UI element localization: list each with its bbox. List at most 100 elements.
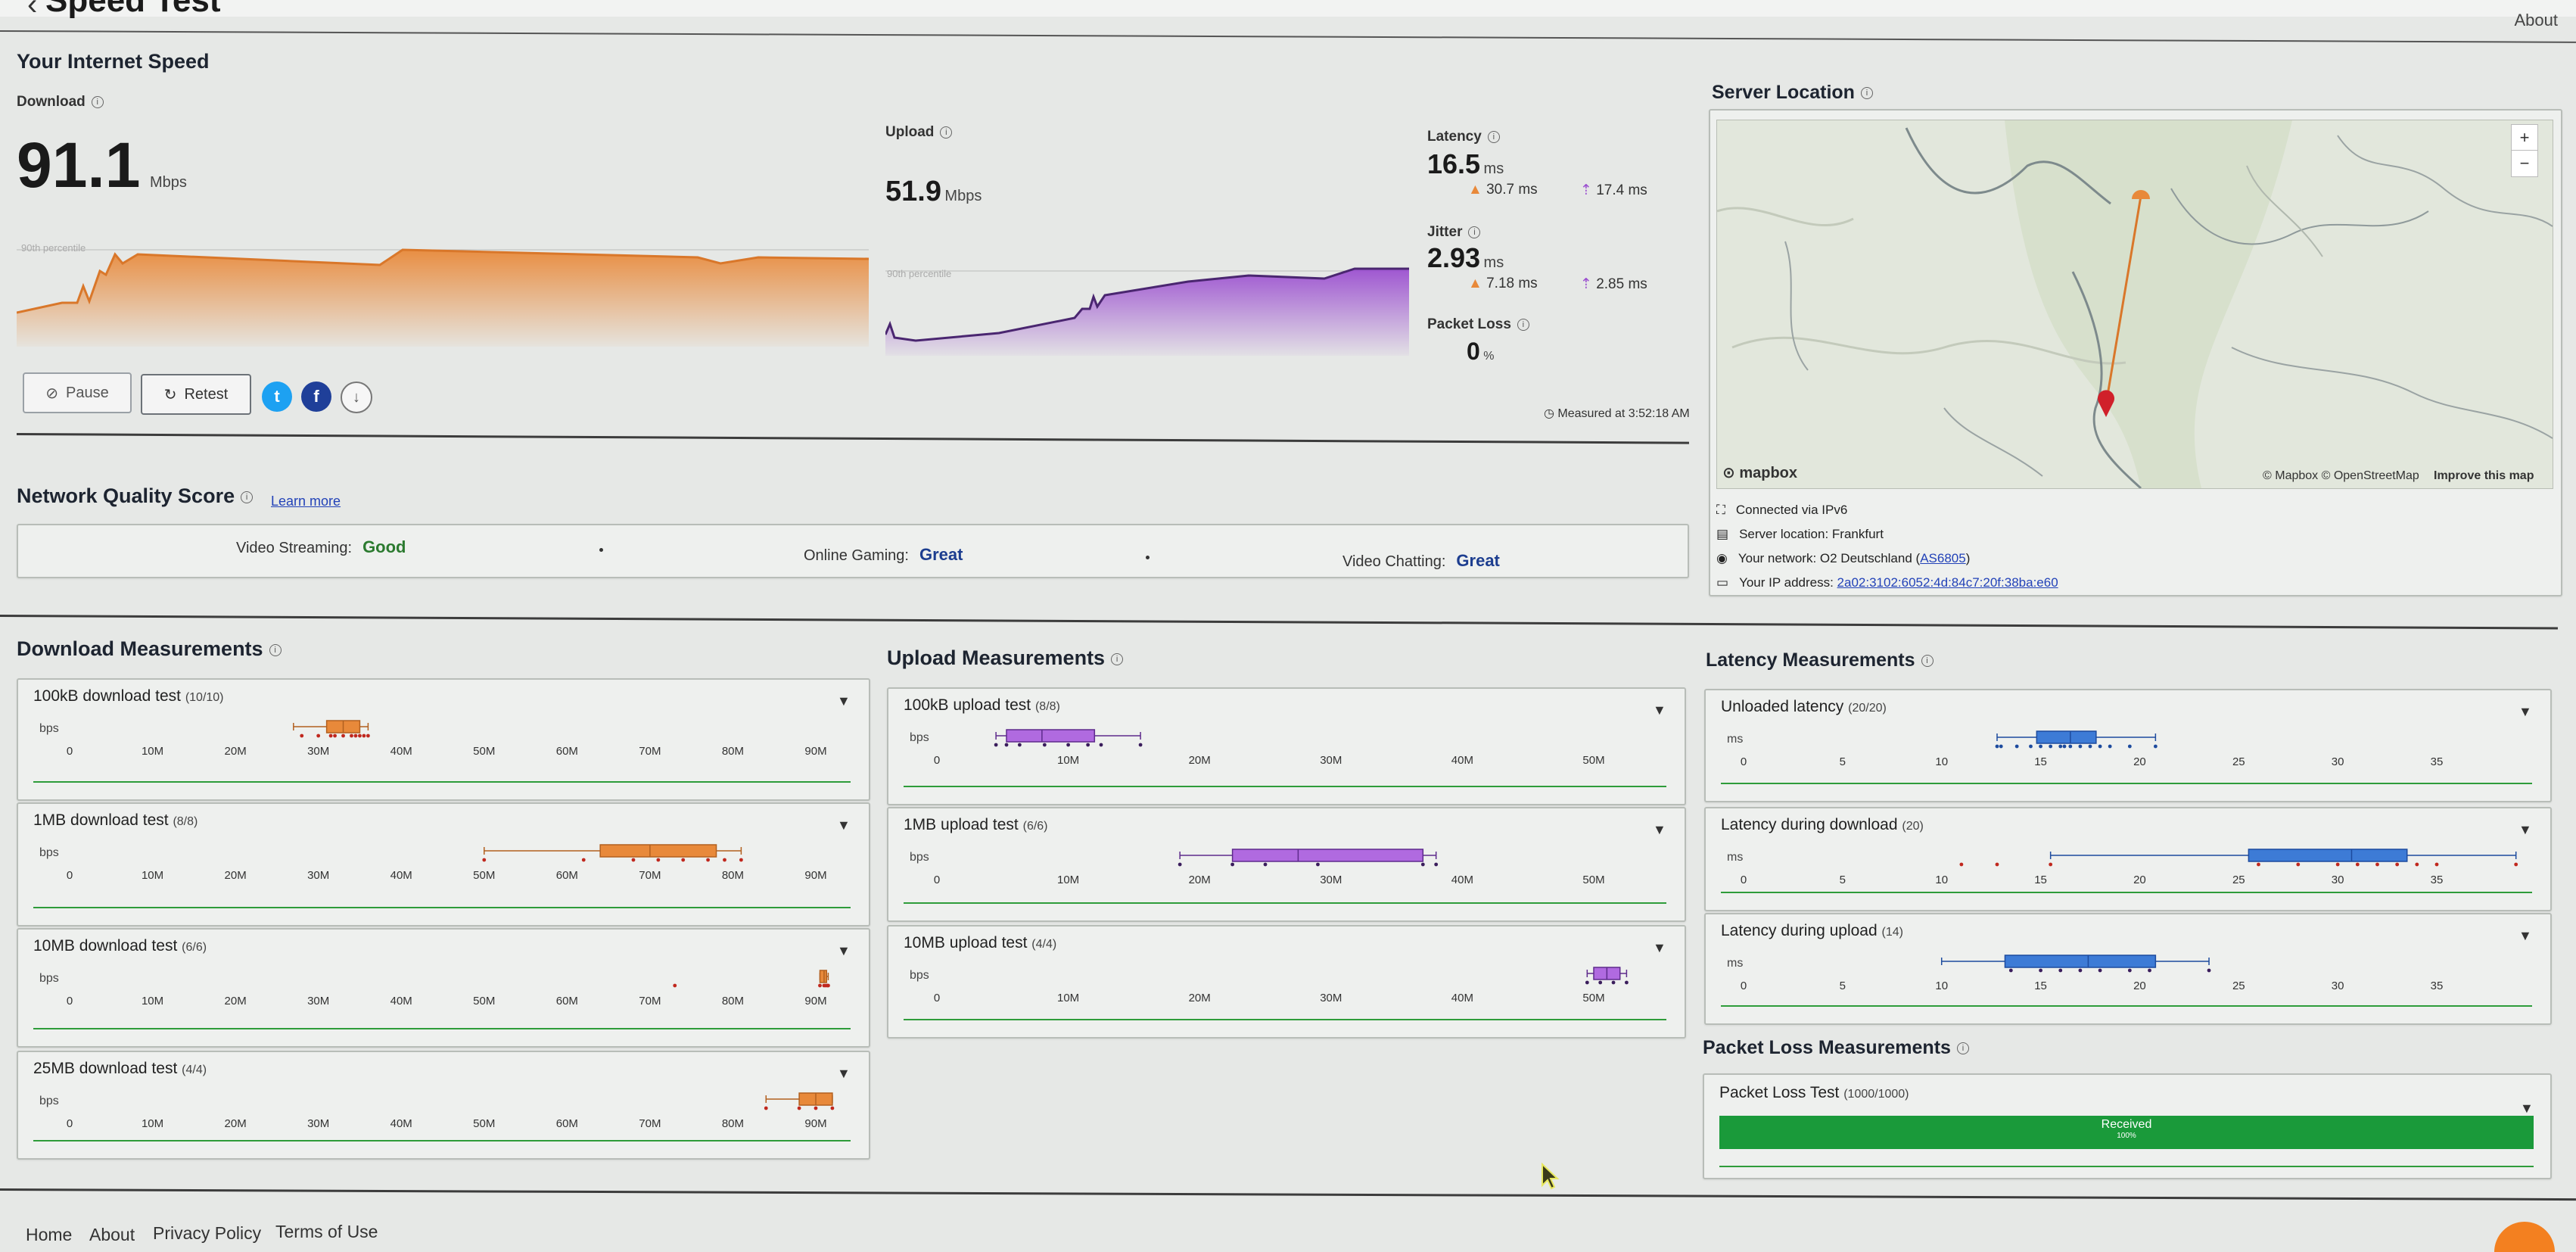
axis-tick-label: 0 — [933, 992, 941, 1004]
chevron-down-icon[interactable]: ▼ — [2518, 928, 2532, 943]
speed-divider — [16, 433, 1689, 444]
chevron-down-icon[interactable]: ▼ — [837, 943, 851, 958]
axis-tick-label: 5 — [1839, 874, 1846, 886]
box-point — [2078, 744, 2083, 749]
axis-tick-label: 30M — [307, 1117, 330, 1130]
map-attribution[interactable]: © Mapbox © OpenStreetMap — [2263, 469, 2419, 482]
axis-tick-label: 25 — [2232, 979, 2245, 992]
info-icon: i — [1921, 655, 1934, 668]
axis-tick-label: 90M — [804, 1117, 827, 1130]
location-pin-icon: ◉ — [1716, 551, 1728, 565]
chevron-down-icon[interactable]: ▼ — [837, 818, 851, 833]
chevron-down-icon[interactable]: ▼ — [2518, 704, 2532, 719]
upload-percentile-label: 90th percentile — [887, 268, 952, 279]
measurement-card[interactable] — [17, 928, 870, 1048]
axis-baseline — [904, 786, 1666, 787]
axis-tick-label: 20 — [2133, 874, 2146, 886]
chevron-down-icon[interactable]: ▼ — [837, 693, 851, 709]
measurement-card[interactable] — [17, 678, 870, 801]
axis-tick-label: 30 — [2331, 755, 2344, 768]
info-icon: i — [91, 95, 104, 108]
as-link[interactable]: AS6805 — [1920, 551, 1966, 565]
retest-button[interactable]: ↻ Retest — [141, 374, 251, 415]
axis-tick-label: 50M — [473, 1117, 496, 1130]
box-point — [2108, 744, 2112, 749]
box-point — [2127, 968, 2132, 973]
packet-loss-bar-pct: 100% — [2117, 1132, 2136, 1140]
footer-privacy-link[interactable]: Privacy Policy — [153, 1223, 262, 1243]
box-point — [316, 733, 321, 738]
box-point — [2296, 862, 2301, 867]
box-plot — [293, 720, 370, 738]
box-plot — [482, 844, 743, 862]
box-point — [1178, 862, 1182, 867]
learn-more-link[interactable]: Learn more — [271, 494, 341, 509]
upload-label: Upload i — [885, 124, 953, 141]
axis-unit-label: ms — [1727, 851, 1744, 864]
mapbox-logo: ⊙ mapbox — [1722, 465, 1798, 481]
box-iqr — [1231, 849, 1424, 862]
footer-home-link[interactable]: Home — [26, 1225, 73, 1244]
packet-loss-bar-track: Received 100% — [1719, 1116, 2534, 1149]
axis-baseline — [33, 1028, 851, 1029]
chevron-down-icon[interactable]: ▼ — [1653, 940, 1666, 955]
pause-button[interactable]: ⊘ Pause — [23, 372, 132, 413]
axis-tick-label: 0 — [66, 869, 73, 882]
box-point — [581, 858, 586, 862]
measurement-card[interactable] — [17, 802, 870, 927]
box-point — [350, 733, 353, 738]
measurement-test-title: 1MB upload test (6/6) — [904, 816, 1048, 833]
jitter-upload: ⇡ 2.85 ms — [1580, 276, 1647, 292]
zoom-out-button[interactable]: − — [2511, 150, 2538, 177]
axis-unit-label: bps — [39, 722, 59, 735]
about-link-top[interactable]: About — [2514, 11, 2559, 30]
box-point — [2355, 862, 2360, 867]
measurement-test-title: Unloaded latency (20/20) — [1721, 698, 1887, 715]
latency-download: ▲ 30.7 ms — [1468, 182, 1538, 198]
measurement-card[interactable] — [1704, 807, 2552, 911]
axis-tick-label: 10M — [1057, 874, 1080, 886]
axis-tick-label: 10 — [1935, 755, 1949, 768]
map-svg — [1717, 120, 2553, 488]
axis-tick-label: 50M — [1582, 874, 1605, 886]
upload-value: 51.9 Mbps — [885, 176, 982, 207]
box-point — [1420, 862, 1425, 867]
footer-terms-link[interactable]: Terms of Use — [275, 1222, 378, 1241]
jitter-label: Jitter i — [1427, 224, 1481, 241]
chevron-down-icon[interactable]: ▼ — [1653, 822, 1666, 837]
box-point — [764, 1106, 768, 1110]
server-map[interactable] — [1716, 120, 2553, 489]
axis-tick-label: 0 — [1740, 874, 1747, 886]
chevron-down-icon[interactable]: ▼ — [837, 1066, 851, 1081]
measurement-test-title: Latency during upload (14) — [1721, 922, 1903, 939]
info-icon: i — [940, 126, 953, 139]
twitter-icon[interactable]: t — [262, 382, 292, 412]
server-location-info: ▤ Server location: Frankfurt — [1716, 527, 1884, 541]
axis-baseline — [33, 781, 851, 783]
axis-unit-label: bps — [39, 972, 59, 985]
measurement-card[interactable] — [17, 1051, 870, 1160]
facebook-icon[interactable]: f — [301, 382, 331, 412]
ip-link[interactable]: 2a02:3102:6052:4d:84c7:20f:38ba:e60 — [1837, 575, 2058, 590]
chevron-down-icon[interactable]: ▼ — [1653, 702, 1666, 718]
chevron-down-icon[interactable]: ▼ — [2520, 1101, 2534, 1116]
ip-info: ▭ Your IP address: 2a02:3102:6052:4d:84c7… — [1716, 575, 2058, 590]
box-iqr — [599, 844, 717, 858]
mouse-cursor-icon — [1542, 1163, 1560, 1190]
packet-loss-label: Packet Loss i — [1427, 316, 1529, 333]
box-point — [1263, 862, 1268, 867]
footer-about-link[interactable]: About — [89, 1225, 135, 1244]
axis-unit-label: ms — [1727, 957, 1744, 970]
zoom-in-button[interactable]: + — [2511, 124, 2538, 151]
back-arrow-icon[interactable]: ‹ — [27, 0, 38, 21]
box-point — [1999, 744, 2003, 749]
axis-tick-label: 0 — [933, 874, 941, 886]
box-point — [2008, 968, 2013, 973]
packet-loss-bar-label: Received — [2101, 1118, 2152, 1131]
axis-unit-label: bps — [910, 731, 929, 744]
box-point — [2514, 862, 2518, 867]
axis-tick-label: 25 — [2232, 755, 2245, 768]
chevron-down-icon[interactable]: ▼ — [2518, 822, 2532, 837]
improve-map-link[interactable]: Improve this map — [2434, 469, 2534, 482]
download-results-icon[interactable]: ↓ — [341, 382, 372, 413]
